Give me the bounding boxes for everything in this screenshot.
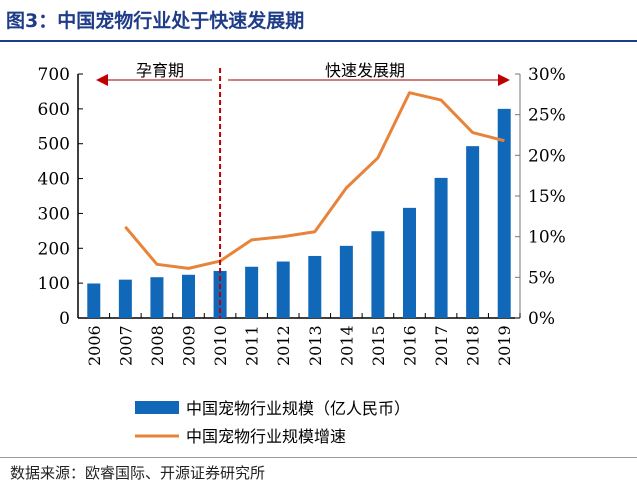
bar <box>245 266 259 318</box>
title-divider <box>0 40 637 42</box>
x-tick-label: 2011 <box>243 325 262 366</box>
legend-bar-swatch <box>135 401 179 414</box>
right-tick-label: 5% <box>528 268 555 288</box>
left-tick-label: 400 <box>38 170 70 190</box>
growth-point <box>377 157 379 159</box>
x-tick-label: 2009 <box>180 325 199 366</box>
x-tick-label: 2016 <box>401 325 420 366</box>
growth-point <box>472 132 474 134</box>
x-tick-label: 2015 <box>369 325 388 366</box>
growth-point <box>188 267 189 269</box>
bar <box>371 231 385 318</box>
right-tick-label: 10% <box>528 228 566 248</box>
bar <box>308 255 322 318</box>
right-tick-label: 30% <box>528 65 566 85</box>
x-tick-label: 2008 <box>148 325 167 366</box>
source-divider <box>0 457 637 458</box>
x-tick-label: 2006 <box>85 325 104 366</box>
left-arrow-icon <box>96 74 108 86</box>
right-arrow-icon <box>498 74 510 86</box>
x-tick-label: 2012 <box>274 325 293 366</box>
growth-point <box>314 231 316 233</box>
bar <box>497 108 511 318</box>
growth-point <box>124 226 126 228</box>
left-tick-label: 100 <box>38 274 70 294</box>
bar <box>339 245 353 318</box>
left-tick-label: 0 <box>59 309 70 329</box>
right-tick-label: 20% <box>528 146 566 166</box>
left-tick-label: 500 <box>38 135 70 155</box>
left-tick-label: 700 <box>38 65 70 85</box>
bar <box>182 274 195 318</box>
growth-point <box>503 140 505 142</box>
x-tick-label: 2017 <box>432 325 451 366</box>
left-tick-label: 200 <box>38 239 70 259</box>
x-tick-label: 2019 <box>495 325 514 366</box>
phase2-label: 快速发展期 <box>325 61 405 80</box>
growth-point <box>156 263 158 265</box>
bar <box>118 279 132 318</box>
growth-point <box>409 92 410 94</box>
x-tick-label: 2010 <box>211 325 230 366</box>
right-tick-label: 15% <box>528 187 566 207</box>
bar <box>403 207 416 318</box>
bar <box>466 146 480 318</box>
source-note: 数据来源：欧睿国际、开源证券研究所 <box>10 464 266 482</box>
growth-point <box>345 187 347 189</box>
right-tick-label: 0% <box>528 309 555 329</box>
legend-line-label: 中国宠物行业规模增速 <box>186 427 346 446</box>
growth-point <box>251 239 253 241</box>
growth-point <box>282 236 284 238</box>
chart-title: 图3：中国宠物行业处于快速发展期 <box>6 10 305 32</box>
left-tick-label: 300 <box>38 204 70 224</box>
right-tick-label: 25% <box>528 106 566 126</box>
phase1-label: 孕育期 <box>136 61 184 80</box>
x-tick-label: 2018 <box>464 325 483 366</box>
x-tick-label: 2014 <box>337 325 356 366</box>
x-tick-label: 2007 <box>116 325 135 366</box>
chart: 0 100 200 300 400 500 600 700 0% 5% 10% 15% 20% 25% 30… <box>38 61 566 446</box>
bar <box>150 277 164 318</box>
growth-point <box>440 99 442 101</box>
bar <box>276 261 290 318</box>
bar <box>87 283 101 318</box>
legend-bar-label: 中国宠物行业规模（亿人民币） <box>186 399 410 418</box>
left-tick-label: 600 <box>38 100 70 120</box>
x-tick-label: 2013 <box>306 325 325 366</box>
bar <box>434 177 448 318</box>
